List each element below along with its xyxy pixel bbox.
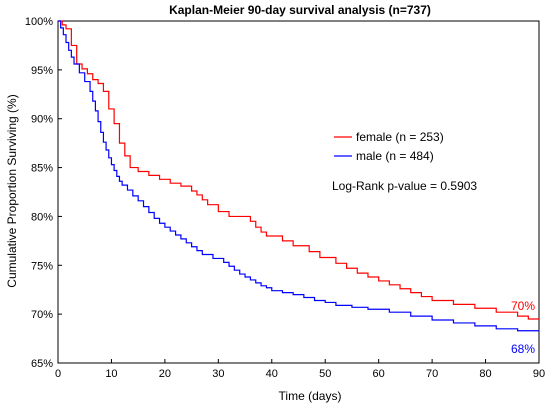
plot-frame [57,20,540,364]
legend: female (n = 253) male (n = 484) [334,130,444,163]
x-axis-title: Time (days) [279,389,342,403]
log-rank-annotation: Log-Rank p-value = 0.5903 [332,179,477,193]
y-axis-title: Cumulative Proportion Surviving (%) [5,94,19,287]
y-tick-label: 95% [31,65,53,77]
x-tick-label: 30 [212,368,224,380]
x-tick-label: 90 [533,368,545,380]
y-tick-label: 80% [31,211,53,223]
legend-label: female (n = 253) [356,130,444,144]
end-label-male: 68% [511,342,535,356]
x-tick-label: 50 [319,368,331,380]
series-layer: 70% 68% [58,20,539,356]
y-tick-label: 75% [31,260,53,272]
x-tick-label: 0 [55,368,61,380]
series-line-female [58,20,539,320]
x-tick-label: 60 [373,368,385,380]
chart-title: Kaplan-Meier 90-day survival analysis (n… [169,3,431,17]
x-tick-label: 10 [105,368,117,380]
x-tick-label: 40 [266,368,278,380]
x-tick-label: 20 [159,368,171,380]
x-tick-label: 80 [479,368,491,380]
end-label-female: 70% [511,299,535,313]
y-tick-label: 65% [31,358,53,370]
legend-label: male (n = 484) [356,149,434,163]
y-axis: 65% 70% 75% 80% 85% 90% 95% 100% [25,16,62,370]
y-tick-label: 90% [31,114,53,126]
y-tick-label: 85% [31,163,53,175]
y-tick-label: 100% [25,16,53,28]
x-axis: 0 10 20 30 40 50 60 70 80 90 [55,359,545,380]
series-line-male [58,20,539,332]
x-tick-label: 70 [426,368,438,380]
y-tick-label: 70% [31,309,53,321]
